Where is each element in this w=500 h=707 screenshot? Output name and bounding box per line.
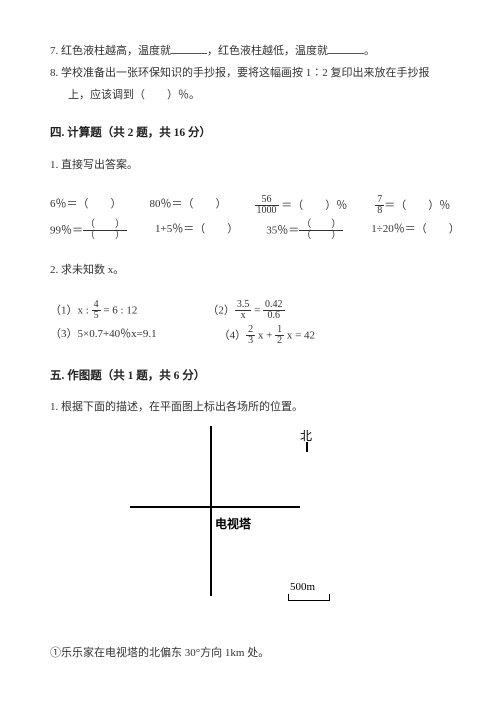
s5-q1: 1. 根据下面的描述，在平面图上标出各场所的位置。 xyxy=(50,398,450,418)
frac-bot: 5 xyxy=(92,311,101,322)
vertical-axis xyxy=(210,426,212,596)
equation-3: （3）5×0.7+40％x=9.1 xyxy=(50,325,157,347)
tower-label: 电视塔 xyxy=(215,514,251,536)
scale-bar xyxy=(288,594,330,601)
mid: x + xyxy=(255,329,275,341)
calc-cell: 99％＝ （ ） （ ） xyxy=(50,220,127,242)
page: 7. 红色液柱越高，温度就 ，红色液柱越低，温度就 。 8. 学校准备出一张环保知识… xyxy=(0,0,500,696)
s4-q1: 1. 直接写出答案。 xyxy=(50,156,450,176)
map-diagram: 北 电视塔 500m xyxy=(110,426,390,626)
frac-bot: 8 xyxy=(375,206,384,217)
fraction: 2 3 xyxy=(246,325,255,347)
frac-bot: 1000 xyxy=(255,206,279,217)
calc-cell: 35％＝ （ ） （ ） xyxy=(266,220,343,242)
equation-4: （4） 2 3 x + 1 2 x = 42 xyxy=(219,325,315,347)
mid: = xyxy=(251,304,263,316)
q8-t2: 上，应该调到（ ）％。 xyxy=(68,89,200,101)
calc-cell: 7 8 ＝（ ）％ xyxy=(375,195,450,217)
tail: ＝（ ）％ xyxy=(279,199,348,211)
eq-row-1: （1）x : 4 5 = 6 : 12 （2） 3.5 x = 0.42 0.6 xyxy=(50,300,450,322)
q8-num: 8. xyxy=(50,67,58,79)
frac-bot: 2 xyxy=(275,336,284,347)
north-tick xyxy=(306,442,308,452)
equation-1: （1）x : 4 5 = 6 : 12 xyxy=(50,300,137,322)
fraction: 7 8 xyxy=(375,195,384,217)
lead: 99％＝ xyxy=(50,224,83,236)
calc-cell: 1÷20％＝（ ） xyxy=(371,220,460,242)
fraction: 3.5 x xyxy=(235,300,252,322)
tail: x = 42 xyxy=(284,329,315,341)
frac-bot: x xyxy=(235,311,252,322)
s5-item-1: ①乐乐家在电视塔的北偏东 30°方向 1km 处。 xyxy=(50,644,450,664)
calc-cell: 80％＝（ ） xyxy=(150,195,227,217)
frac-bot: （ ） xyxy=(299,231,343,242)
calc-cell: 1+5％＝（ ） xyxy=(155,220,238,242)
q7-t3: 。 xyxy=(364,45,375,57)
blank xyxy=(171,43,207,54)
fraction: （ ） （ ） xyxy=(299,220,343,242)
horizontal-axis xyxy=(130,506,300,508)
calc-row-1: 6％＝（ ） 80％＝（ ） 56 1000 ＝（ ）％ 7 8 ＝（ ）％ xyxy=(50,195,450,217)
question-8: 8. 学校准备出一张环保知识的手抄报，要将这幅画按 1∶2 复印出来放在手抄报 xyxy=(50,64,450,84)
q8-t1: 学校准备出一张环保知识的手抄报，要将这幅画按 1∶2 复印出来放在手抄报 xyxy=(61,67,430,79)
blank xyxy=(328,43,364,54)
fraction: 4 5 xyxy=(92,300,101,322)
q7-t1: 红色液柱越高，温度就 xyxy=(61,45,171,57)
fraction: 56 1000 xyxy=(255,195,279,217)
section-5-heading: 五. 作图题（共 1 题，共 6 分） xyxy=(50,366,450,387)
fraction: （ ） （ ） xyxy=(83,220,127,242)
tail: = 6 : 12 xyxy=(101,304,138,316)
q7-t2: ，红色液柱越低，温度就 xyxy=(207,45,328,57)
fraction: 1 2 xyxy=(275,325,284,347)
question-8-line2: 上，应该调到（ ）％。 xyxy=(50,86,450,106)
eq-row-2: （3）5×0.7+40％x=9.1 （4） 2 3 x + 1 2 x = 42 xyxy=(50,325,450,347)
lead: （2） xyxy=(207,304,235,316)
question-7: 7. 红色液柱越高，温度就 ，红色液柱越低，温度就 。 xyxy=(50,42,450,62)
frac-bot: （ ） xyxy=(83,231,127,242)
fraction: 0.42 0.6 xyxy=(263,300,285,322)
calc-cell: 56 1000 ＝（ ）％ xyxy=(255,195,348,217)
frac-bot: 3 xyxy=(246,336,255,347)
lead: （4） xyxy=(219,329,247,341)
calc-row-2: 99％＝ （ ） （ ） 1+5％＝（ ） 35％＝ （ ） （ ） 1÷20％… xyxy=(50,220,450,242)
section-4-heading: 四. 计算题（共 2 题，共 16 分） xyxy=(50,123,450,144)
frac-bot: 0.6 xyxy=(263,311,285,322)
lead: 35％＝ xyxy=(266,224,299,236)
q7-num: 7. xyxy=(50,45,58,57)
lead: （1）x : xyxy=(50,304,92,316)
tail: ＝（ ）％ xyxy=(384,199,450,211)
s4-q2: 2. 求未知数 x。 xyxy=(50,261,450,281)
calc-cell: 6％＝（ ） xyxy=(50,195,122,217)
equation-2: （2） 3.5 x = 0.42 0.6 xyxy=(207,300,284,322)
